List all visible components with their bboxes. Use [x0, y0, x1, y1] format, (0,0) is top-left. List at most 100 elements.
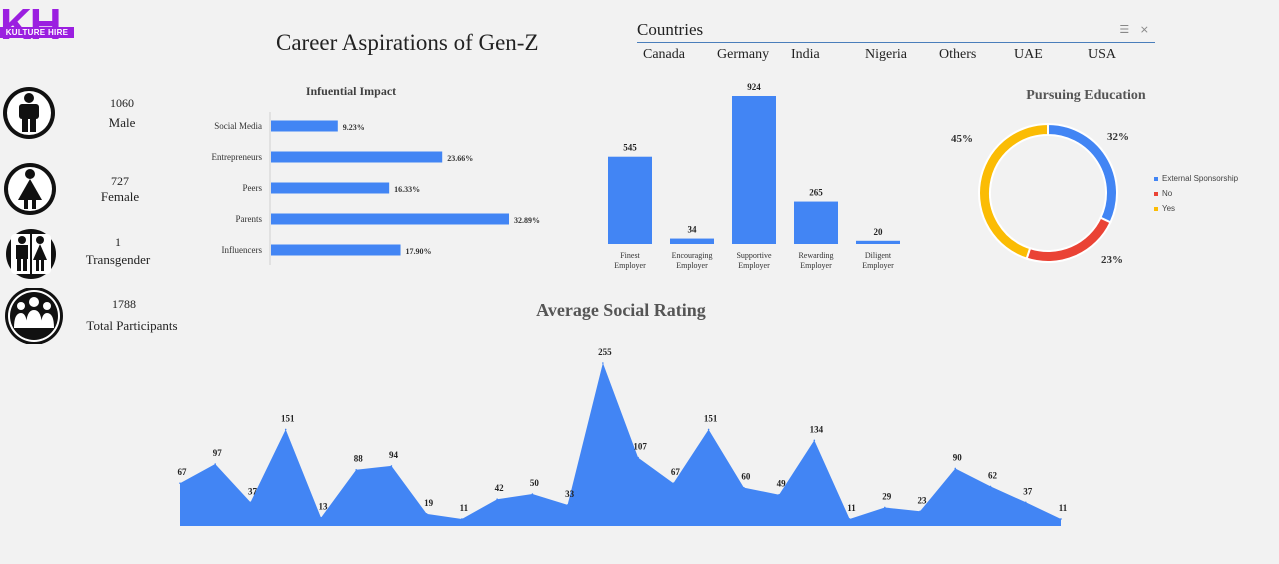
area-point-25 — [1060, 518, 1062, 520]
area-point-17 — [778, 493, 780, 496]
slicer-divider — [637, 42, 1155, 43]
hbar-bar-influencers — [271, 244, 401, 256]
area-label-10: 50 — [530, 478, 540, 488]
male-icon — [3, 87, 55, 139]
area-point-14 — [672, 482, 675, 484]
slicer-item-usa[interactable]: USA — [1088, 47, 1117, 62]
employer-chart: 545 Finest Employer 34 Encouraging Employer 92… — [608, 82, 900, 270]
area-point-6 — [390, 465, 393, 467]
area-label-3: 151 — [281, 413, 295, 423]
slicer-header: Countries — [637, 20, 704, 39]
donut-label-yes: 45% — [951, 133, 973, 145]
slicer-item-nigeria[interactable]: Nigeria — [865, 47, 907, 62]
area-point-8 — [461, 518, 463, 520]
pursuing-education-title: Pursuing Education — [1026, 88, 1146, 103]
area-point-22 — [954, 467, 957, 470]
legend-swatch-external — [1154, 176, 1158, 181]
stat-total-value: 1788 — [112, 297, 136, 311]
area-label-2: 37 — [248, 486, 258, 496]
area-label-1: 97 — [213, 448, 223, 458]
area-label-19: 11 — [847, 503, 856, 513]
pursuing-education-chart: Pursuing Education 32% 23% 45% — [951, 88, 1146, 266]
vbar-value-supportive-employer: 924 — [747, 82, 761, 92]
slicer-item-germany[interactable]: Germany — [717, 47, 770, 62]
area-point-18 — [813, 439, 816, 442]
area-label-21: 23 — [918, 495, 928, 505]
area-label-6: 94 — [389, 450, 399, 460]
social-rating-chart: Average Social Rating 67 97 37 151 13 88 94 19 1… — [178, 300, 1068, 526]
area-point-15 — [707, 428, 710, 431]
slicer-item-canada[interactable]: Canada — [643, 47, 685, 62]
vbar-category-supportive-employer: Supportive Employer — [736, 251, 772, 270]
area-label-15: 151 — [704, 413, 718, 423]
vbar-bar-diligent-employer — [856, 240, 900, 244]
hbar-category-entrepreneurs: Entrepreneurs — [212, 152, 263, 162]
vbar-bar-finest-employer — [608, 156, 652, 244]
vbar-bar-rewarding-employer — [794, 201, 838, 244]
area-point-20 — [884, 506, 886, 509]
area-label-16: 60 — [741, 472, 751, 482]
legend-yes: Yes — [1154, 204, 1175, 213]
area-point-24 — [1024, 501, 1027, 504]
female-icon — [4, 163, 56, 215]
slicer-item-india[interactable]: India — [791, 47, 820, 62]
area-point-19 — [848, 518, 851, 520]
area-point-3 — [284, 428, 287, 431]
hbar-bar-social-media — [271, 120, 338, 132]
multi-select-icon[interactable]: ☰ — [1119, 23, 1130, 36]
vbar-value-rewarding-employer: 265 — [809, 188, 823, 198]
area-label-18: 134 — [810, 424, 824, 434]
area-point-21 — [919, 510, 921, 513]
area-label-4: 13 — [318, 502, 328, 512]
legend-external-sponsorship: External Sponsorship — [1154, 174, 1238, 183]
social-rating-title: Average Social Rating — [536, 300, 706, 320]
influential-impact-title: Infuential Impact — [306, 84, 396, 98]
slicer-item-others[interactable]: Others — [939, 47, 977, 62]
area-point-1 — [214, 463, 217, 465]
area-label-5: 88 — [354, 454, 364, 464]
vbar-bar-supportive-employer — [732, 96, 776, 244]
slicer-item-uae[interactable]: UAE — [1014, 47, 1043, 62]
area-point-10 — [531, 493, 534, 495]
area-label-0: 67 — [178, 467, 188, 477]
hbar-category-influencers: Influencers — [222, 245, 263, 255]
area-label-23: 62 — [988, 470, 998, 480]
hbar-category-social-media: Social Media — [214, 121, 262, 131]
area-label-7: 19 — [424, 498, 434, 508]
slicer-tools[interactable]: ☰ ⨯ — [1119, 23, 1149, 36]
logo-band-text: KULTURE HIRE — [0, 27, 74, 38]
vbar-bar-encouraging-employer — [670, 238, 714, 244]
area-point-4 — [320, 516, 322, 519]
area-label-20: 29 — [882, 491, 892, 501]
legend-swatch-yes — [1154, 206, 1158, 211]
area-point-13 — [637, 456, 639, 459]
vbar-category-encouraging-employer: Encouraging Employer — [672, 251, 713, 270]
area-point-11 — [566, 504, 569, 506]
area-point-7 — [425, 513, 428, 515]
transgender-icon — [6, 229, 56, 279]
vbar-category-finest-employer: Finest Employer — [614, 251, 646, 270]
legend-swatch-no — [1154, 191, 1158, 196]
legend-no: No — [1154, 189, 1172, 198]
area-point-5 — [355, 468, 357, 471]
area-label-25: 11 — [1059, 503, 1068, 513]
clear-filter-icon[interactable]: ⨯ — [1139, 23, 1149, 36]
hbar-label-peers: 16.33% — [394, 185, 420, 194]
donut-slice-no — [1025, 216, 1112, 263]
stat-transgender-label: Transgender — [85, 252, 151, 267]
area-series — [180, 363, 1061, 526]
page-title: Career Aspirations of Gen-Z — [276, 30, 539, 55]
vbar-category-rewarding-employer: Rewarding Employer — [798, 251, 833, 270]
area-point-12 — [602, 362, 604, 364]
legend-label-yes: Yes — [1162, 204, 1176, 213]
area-label-22: 90 — [953, 452, 963, 462]
donut-slice-yes — [978, 122, 1049, 260]
vbar-category-diligent-employer: Diligent Employer — [862, 251, 894, 270]
area-label-8: 11 — [460, 503, 469, 513]
stat-male-label: Male — [108, 115, 136, 130]
area-point-16 — [743, 486, 745, 489]
area-point-9 — [496, 498, 498, 500]
hbar-bar-parents — [271, 213, 509, 225]
stat-transgender-value: 1 — [115, 235, 121, 249]
countries-slicer[interactable]: Countries ☰ ⨯ Canada Germany India Niger… — [637, 18, 1155, 72]
